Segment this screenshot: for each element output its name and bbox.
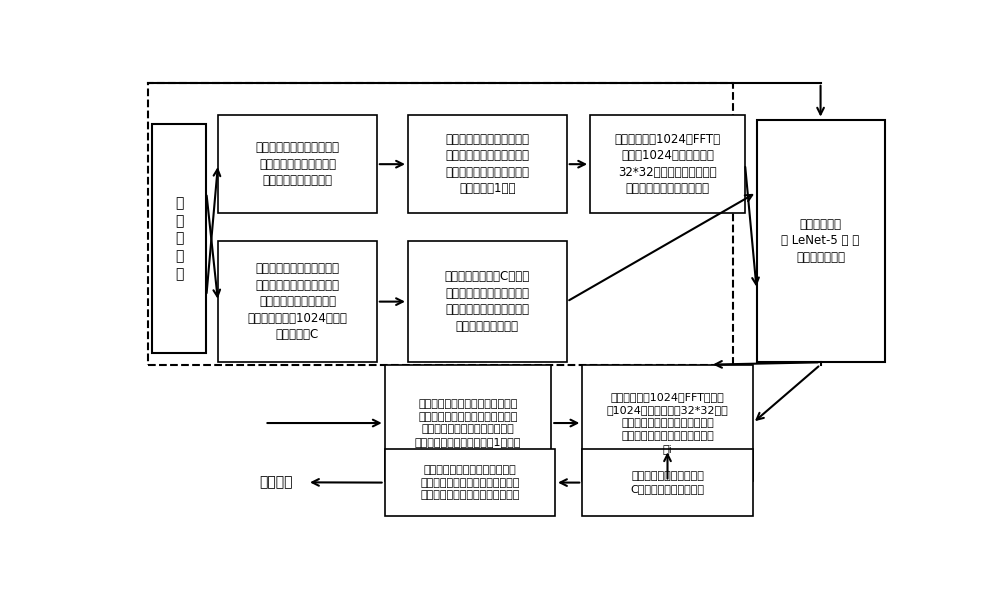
FancyBboxPatch shape bbox=[152, 124, 206, 353]
FancyBboxPatch shape bbox=[408, 241, 567, 362]
FancyBboxPatch shape bbox=[385, 449, 555, 516]
Text: 按帧提取线谱频率参数、带
通浊音度、基音周期、能
量、余量谱幅度等参数: 按帧提取线谱频率参数、带 通浊音度、基音周期、能 量、余量谱幅度等参数 bbox=[255, 141, 339, 187]
FancyBboxPatch shape bbox=[218, 115, 377, 214]
Text: 将线谱频率参数、带通浊音度参
数、基音周期参数、能量参数和余
量谱幅度参数送入合成器合成语音: 将线谱频率参数、带通浊音度参 数、基音周期参数、能量参数和余 量谱幅度参数送入合… bbox=[420, 465, 520, 500]
FancyBboxPatch shape bbox=[757, 120, 885, 362]
FancyBboxPatch shape bbox=[582, 449, 753, 516]
Text: 搜索余量谱幅度参数码本
C，得到余量谱幅度参数: 搜索余量谱幅度参数码本 C，得到余量谱幅度参数 bbox=[631, 471, 704, 494]
Text: 训练生成结构
为 LeNet-5 的 深
度卷积神经网络: 训练生成结构 为 LeNet-5 的 深 度卷积神经网络 bbox=[781, 218, 860, 264]
FancyBboxPatch shape bbox=[582, 365, 753, 481]
FancyBboxPatch shape bbox=[385, 365, 551, 481]
Text: 合成语音: 合成语音 bbox=[259, 475, 293, 489]
FancyBboxPatch shape bbox=[408, 115, 567, 214]
Text: 利用线谱频率参数、带通浊
音度、基音周期、能量参数
合成语音。其中，余量谱幅
度参数为全1矢量: 利用线谱频率参数、带通浊 音度、基音周期、能量参数 合成语音。其中，余量谱幅 度… bbox=[445, 133, 529, 195]
Text: 用余量谱幅度码本C对余量
谱幅度参数进行矢量量化，
得到量化索引作为训练深度
卷积神经网络的输出: 用余量谱幅度码本C对余量 谱幅度参数进行矢量量化， 得到量化索引作为训练深度 卷… bbox=[445, 270, 530, 333]
Text: 对合成语音做1024点FFT变换得
到1024个幅值排列为32*32的图
像矩阵，将其作为深度神经网络
的输入，得到余量谱幅度量化索
引i: 对合成语音做1024点FFT变换得 到1024个幅值排列为32*32的图 像矩阵… bbox=[607, 393, 728, 453]
Text: 解码器利用线谱频率参数、带通浊
音度参数、基音周期参数、能量参
数在声码器解码端合成语音。其
中，余量谱幅度参数置为全1矢量。: 解码器利用线谱频率参数、带通浊 音度参数、基音周期参数、能量参 数在声码器解码端… bbox=[415, 399, 521, 447]
Text: 语
音
训
练
集: 语 音 训 练 集 bbox=[175, 196, 183, 281]
Text: 将合成语音做1024点FFT变
换得到1024个幅值排列为
32*32的图像矩阵，作为训
练深度卷积神经网络的输入: 将合成语音做1024点FFT变 换得到1024个幅值排列为 32*32的图像矩阵… bbox=[614, 133, 721, 195]
FancyBboxPatch shape bbox=[590, 115, 745, 214]
Text: 按帧提取余量谱幅度参数，
形成余量谱幅度集合，利用
码本聚类算法对其进行训
练，生成尺寸为1024的余量
谱幅度码本C: 按帧提取余量谱幅度参数， 形成余量谱幅度集合，利用 码本聚类算法对其进行训 练，… bbox=[248, 262, 347, 341]
FancyBboxPatch shape bbox=[218, 241, 377, 362]
